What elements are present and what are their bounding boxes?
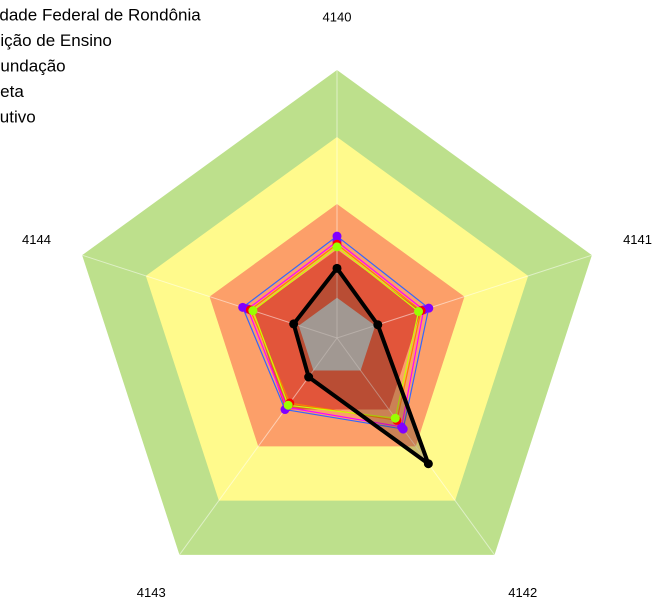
axis-label: 4140 xyxy=(323,9,352,24)
point xyxy=(397,422,407,432)
point xyxy=(373,320,383,330)
point xyxy=(332,263,342,273)
legend-label: Instituição de Ensino xyxy=(0,31,112,50)
point xyxy=(414,306,424,316)
point xyxy=(248,306,258,316)
point xyxy=(332,242,342,252)
point xyxy=(423,459,433,469)
point xyxy=(390,413,400,423)
axis-label: 4141 xyxy=(623,232,652,247)
legend-label: Meta xyxy=(0,82,24,101)
point xyxy=(289,319,299,329)
series-line xyxy=(247,240,425,428)
point xyxy=(304,372,314,382)
legend-label: Fundação xyxy=(0,56,66,75)
spoke xyxy=(336,337,495,556)
legend-label: Executivo xyxy=(0,107,36,126)
axis-label: 4142 xyxy=(508,585,537,600)
series-line xyxy=(252,246,420,419)
point xyxy=(283,400,293,410)
legend-label: Universidade Federal de Rondônia xyxy=(0,5,201,24)
axis-label: 4144 xyxy=(22,232,51,247)
series-line xyxy=(242,235,430,430)
axis-label: 4143 xyxy=(137,585,166,600)
